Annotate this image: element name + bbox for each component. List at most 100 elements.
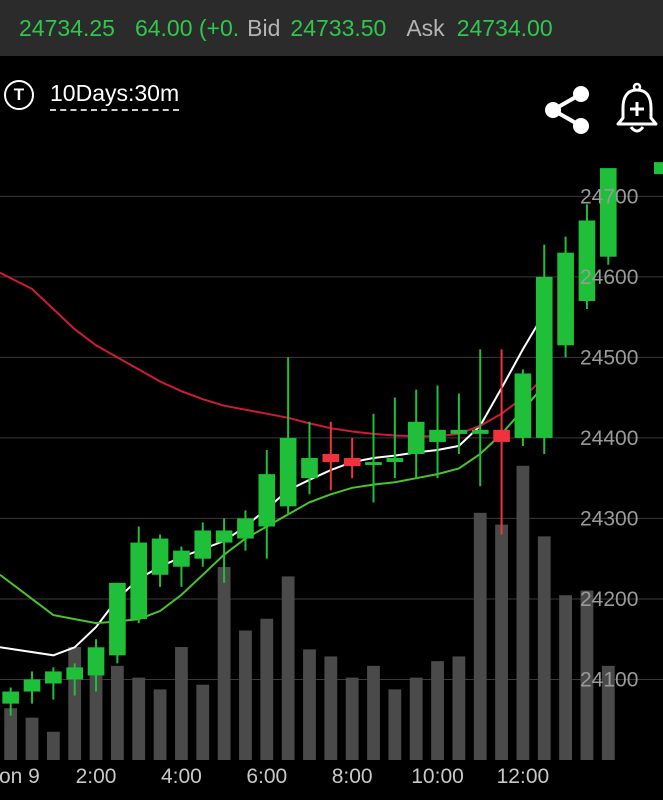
candle-body — [66, 667, 84, 680]
volume-bar — [132, 677, 146, 760]
volume-bar — [4, 708, 18, 760]
volume-bar — [153, 689, 167, 760]
candlestick — [194, 522, 212, 567]
candle-body — [471, 429, 489, 434]
candle-body — [109, 582, 126, 656]
volume-bar — [281, 576, 295, 760]
candlestick — [66, 663, 84, 696]
volume-bar — [89, 654, 103, 760]
candle-body — [45, 671, 62, 684]
last-price-marker — [654, 162, 663, 175]
volume-bar — [260, 618, 274, 760]
candlestick — [471, 349, 489, 487]
candlestick — [23, 671, 41, 704]
candlestick — [215, 518, 233, 583]
candle-body — [493, 429, 510, 442]
time-tick-label: 10:00 — [411, 765, 464, 788]
candlestick — [386, 397, 404, 479]
ask-price: 24734.00 — [456, 14, 553, 41]
candlestick — [493, 349, 510, 535]
candlestick — [2, 687, 19, 716]
candle-body — [194, 530, 212, 559]
candle-body — [87, 647, 105, 676]
time-tick-label: 12:00 — [497, 765, 550, 788]
bell-plus-icon[interactable] — [614, 82, 660, 136]
volume-bar — [196, 684, 210, 760]
candle-body — [237, 518, 254, 539]
volume-bar — [537, 536, 551, 760]
price-tick-label: 24200 — [580, 588, 638, 611]
price-tick-label: 24600 — [580, 266, 638, 289]
candlestick — [429, 385, 446, 479]
period-selector[interactable]: 10Days:30m — [50, 80, 180, 111]
share-icon[interactable] — [541, 84, 593, 136]
price-tick-label: 24700 — [580, 185, 638, 208]
candle-body — [386, 458, 404, 463]
candlestick — [173, 546, 190, 587]
volume-bar — [110, 665, 124, 760]
candle-body — [514, 373, 532, 438]
candle-body — [557, 252, 574, 346]
candlesticks — [2, 162, 663, 716]
candle-body — [365, 462, 382, 466]
bid-label: Bid — [247, 14, 281, 41]
volume-bar — [217, 566, 231, 760]
time-tick-label: 6:00 — [246, 765, 287, 788]
candlestick — [514, 369, 532, 446]
candlestick — [557, 236, 574, 358]
volume-bar — [25, 717, 39, 760]
candle-body — [599, 168, 617, 257]
candle-body — [450, 429, 468, 434]
candlestick — [151, 534, 169, 587]
moving-average-line — [0, 384, 546, 625]
candlestick — [343, 437, 361, 479]
time-tick-label: 4:00 — [161, 765, 202, 788]
moving-averages — [0, 271, 546, 657]
candlestick — [301, 421, 318, 495]
price-change: 64.00 (+0. — [134, 14, 240, 41]
candle-body — [301, 458, 318, 479]
candle-body — [535, 276, 553, 438]
candlestick — [407, 389, 425, 479]
candle-body — [258, 474, 276, 527]
volume-bar — [367, 665, 380, 760]
time-tick-label: 8:00 — [332, 765, 373, 788]
volume-bar — [46, 731, 60, 760]
price-tick-label: 24500 — [580, 346, 638, 369]
candle-body — [215, 530, 233, 543]
volume-bar — [580, 590, 594, 760]
volume-bar — [388, 689, 402, 760]
candlestick — [365, 413, 382, 503]
last-price: 24734.25 — [19, 14, 115, 41]
candlestick — [258, 449, 276, 559]
candlestick — [87, 639, 105, 692]
candlestick — [109, 582, 126, 664]
volume-bar — [409, 677, 423, 760]
quote-bar: 24734.25 64.00 (+0. Bid 24733.50 Ask 247… — [0, 0, 663, 56]
price-tick-label: 24300 — [580, 507, 638, 530]
time-tick-label: Mon 9 — [0, 765, 40, 788]
candlestick — [45, 667, 62, 700]
time-tick-label: 2:00 — [76, 765, 117, 788]
volume-bar — [345, 677, 359, 760]
candle-body — [151, 538, 169, 575]
price-tick-label: 24100 — [580, 668, 638, 691]
candle-body — [407, 421, 425, 454]
volume-bar — [559, 595, 572, 760]
price-tick-label: 24400 — [580, 427, 638, 450]
moving-average-line — [0, 271, 545, 438]
candle-body — [343, 458, 361, 467]
chart-type-button[interactable]: T — [4, 80, 34, 110]
volume-bar — [601, 665, 615, 760]
candle-body — [578, 220, 596, 301]
time-axis: Mon 9 2:00 4:00 6:00 8:00 10:00 12:00 — [0, 765, 549, 788]
candlestick — [450, 393, 468, 454]
volume-bar — [175, 647, 188, 760]
candle-body — [173, 550, 190, 567]
volume-bar — [239, 630, 252, 760]
volume-bar — [473, 512, 487, 760]
candle-body — [322, 454, 340, 463]
candlestick — [599, 168, 617, 265]
volume-bar — [516, 465, 530, 760]
